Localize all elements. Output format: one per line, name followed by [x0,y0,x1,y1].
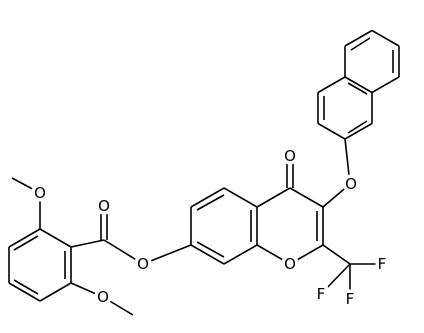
bonds [8,29,400,316]
atom-label: O [97,288,109,306]
atom-label: O [345,175,357,193]
atom-label: O [284,255,296,273]
atom-label: F [346,290,355,308]
atom-label: O [98,197,110,215]
atom-label: O [34,184,46,202]
atom-labels: O O O O O O O F F F [31,144,390,312]
atom-label: O [137,255,149,273]
atom-label: F [378,255,387,273]
atom-label: F [317,285,326,303]
atom-label: O [284,147,296,165]
